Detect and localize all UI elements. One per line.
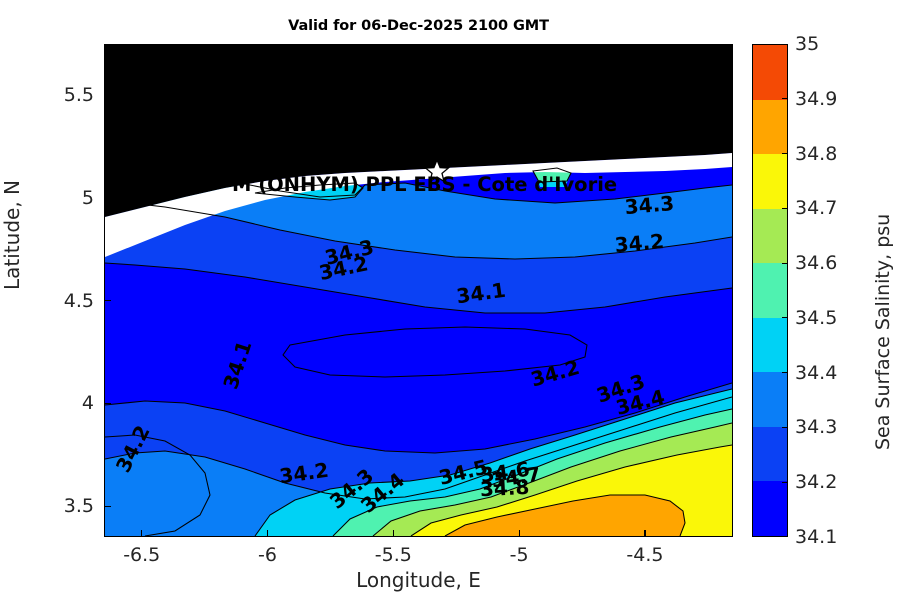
colorbar-tick-mark xyxy=(782,207,788,209)
colorbar-segment xyxy=(753,317,787,373)
colorbar-tick-label: 34.7 xyxy=(795,197,838,220)
x-tick-mark xyxy=(392,530,394,537)
contour-lines xyxy=(105,164,732,536)
y-tick-mark xyxy=(104,402,111,405)
colorbar-segment xyxy=(753,154,787,209)
colorbar-segment xyxy=(753,372,787,427)
x-tick-label: -5.5 xyxy=(374,544,412,566)
y-tick-label: 3.5 xyxy=(63,495,94,518)
x-axis-title: Longitude, E xyxy=(356,568,481,592)
y-tick-mark xyxy=(104,197,111,199)
y-tick-label: 5 xyxy=(81,187,94,210)
star-marker xyxy=(424,158,450,183)
colorbar-segment xyxy=(753,45,787,100)
x-tick-label: -5 xyxy=(509,544,529,566)
y-tick-mark xyxy=(104,505,111,507)
colorbar xyxy=(752,44,788,537)
map-axes: 34.3 34.2 34.3 34.2 34.1 34.1 34.2 34.3 34.4 34.2… xyxy=(104,44,733,537)
y-tick-label: 4.5 xyxy=(63,289,94,312)
y-tick-mark xyxy=(104,300,111,302)
colorbar-tick-label: 34.1 xyxy=(795,526,838,548)
landmass xyxy=(105,45,732,217)
band-34.2 xyxy=(105,200,732,313)
colorbar-tick-mark xyxy=(782,372,788,374)
colorbar-tick-mark xyxy=(782,98,788,100)
x-tick-label: -6 xyxy=(258,544,278,566)
colorbar-segment xyxy=(753,426,787,482)
x-tick-mark xyxy=(518,530,520,537)
colorbar-tick-mark xyxy=(782,481,788,483)
figure-title: Valid for 06-Dec-2025 2100 GMT xyxy=(288,18,549,34)
colorbar-title: Sea Surface Salinity, psu xyxy=(872,213,894,450)
y-axis-title: Latitude, N xyxy=(0,180,24,290)
x-tick-label: -6.5 xyxy=(123,544,161,566)
colorbar-segment xyxy=(753,481,787,536)
contour-map xyxy=(105,45,732,536)
colorbar-tick-mark xyxy=(782,426,788,429)
y-tick-label: 4 xyxy=(81,392,94,415)
x-tick-mark xyxy=(644,530,646,537)
colorbar-tick-label: 34.5 xyxy=(795,306,838,329)
colorbar-tick-label: 34.4 xyxy=(795,361,838,384)
colorbar-segment xyxy=(753,208,787,264)
colorbar-tick-label: 34.9 xyxy=(795,87,838,110)
colorbar-tick-label: 34.2 xyxy=(795,471,838,494)
x-tick-mark xyxy=(141,530,143,537)
colorbar-tick-label: 34.3 xyxy=(795,416,838,439)
x-tick-mark xyxy=(266,530,269,537)
y-tick-label: 5.5 xyxy=(63,84,94,107)
colorbar-tick-label: 34.6 xyxy=(795,252,838,275)
colorbar-tick-mark xyxy=(782,152,788,155)
y-tick-mark xyxy=(104,94,111,96)
colorbar-tick-mark xyxy=(782,317,788,319)
colorbar-segment xyxy=(753,99,787,155)
colorbar-tick-label: 35 xyxy=(795,33,820,55)
x-tick-label: -4.5 xyxy=(626,544,664,566)
colorbar-tick-label: 34.8 xyxy=(795,142,838,165)
band-34.8 xyxy=(445,495,685,536)
colorbar-tick-mark xyxy=(782,262,788,264)
overlay-annotation: M (ONHYM) PPL EBS - Cote d'Ivorie xyxy=(232,173,618,196)
colorbar-segment xyxy=(753,263,787,318)
nodata-gap xyxy=(105,153,732,257)
